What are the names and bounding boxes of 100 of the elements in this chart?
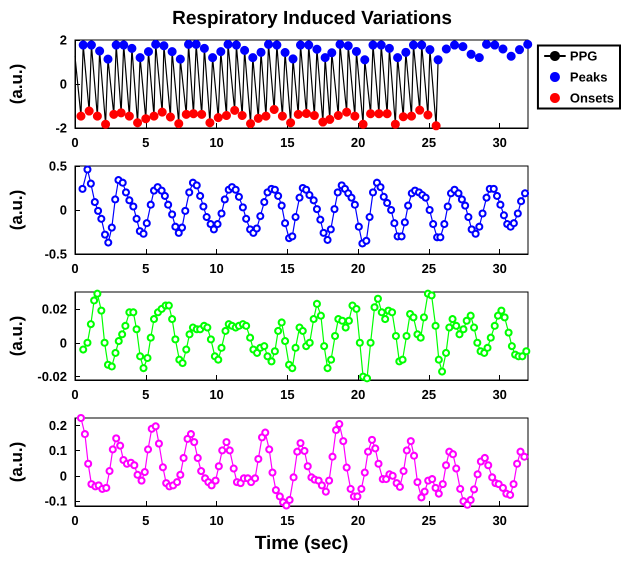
y-tick-label: -0.02: [37, 369, 67, 384]
point: [184, 40, 194, 49]
y-tick-label: 0.5: [48, 158, 67, 174]
point: [318, 118, 328, 127]
y-tick-label: -0.5: [44, 246, 67, 262]
point: [398, 112, 408, 122]
point: [294, 110, 303, 119]
point: [515, 45, 524, 54]
point: [286, 118, 296, 128]
point: [248, 53, 258, 62]
point: [327, 48, 336, 58]
x-tick-label: 10: [209, 135, 224, 150]
y-axis-title: (a.u.): [7, 64, 26, 104]
point: [166, 112, 175, 122]
x-tick-label: 0: [71, 261, 79, 276]
point: [280, 48, 290, 58]
point: [150, 112, 158, 121]
point: [407, 112, 416, 121]
x-tick-label: 25: [422, 513, 436, 528]
y-tick-label: 0: [60, 76, 67, 92]
point: [192, 40, 201, 49]
point: [103, 54, 112, 64]
point: [101, 120, 110, 129]
point: [490, 40, 500, 50]
point: [124, 112, 134, 121]
x-tick-label: 10: [209, 387, 224, 402]
point: [188, 109, 198, 118]
point: [92, 112, 102, 121]
point: [95, 46, 104, 56]
point: [78, 40, 88, 50]
point: [224, 40, 233, 49]
x-tick-label: 25: [422, 135, 436, 150]
point: [358, 120, 368, 129]
y-tick-label: 0: [60, 468, 67, 484]
x-tick-label: 5: [142, 513, 150, 528]
y-tick-label: -0.1: [44, 493, 67, 508]
point: [408, 40, 418, 50]
point: [256, 48, 266, 57]
point: [366, 109, 376, 118]
point: [116, 108, 126, 118]
point: [382, 109, 392, 118]
legend-label: PPG: [570, 48, 598, 64]
point: [384, 44, 394, 53]
point: [434, 55, 443, 64]
point: [288, 54, 298, 64]
x-tick-label: 15: [280, 513, 295, 528]
point: [141, 114, 150, 124]
point: [506, 52, 516, 61]
y-tick-label: 0.1: [48, 443, 67, 458]
point: [216, 47, 226, 56]
x-tick-label: 20: [350, 261, 366, 276]
x-tick-label: 25: [422, 387, 436, 402]
point: [350, 112, 360, 121]
point: [482, 40, 492, 49]
x-tick-label: 15: [280, 387, 295, 402]
legend-label: Peaks: [570, 70, 608, 84]
point: [344, 41, 353, 50]
point: [417, 40, 426, 50]
point: [360, 55, 370, 64]
y-tick-label: 0.2: [48, 418, 67, 434]
x-tick-label: 0: [71, 513, 79, 528]
x-axis-title: Time (sec): [254, 533, 348, 554]
point: [261, 112, 270, 121]
point: [159, 41, 168, 50]
point: [230, 106, 240, 115]
point: [86, 40, 96, 50]
point: [200, 44, 209, 53]
x-tick-label: 5: [142, 261, 150, 276]
y-tick-label: 2: [60, 32, 67, 48]
x-tick-label: 10: [209, 261, 224, 276]
y-axis-title: (a.u.): [7, 316, 26, 356]
point: [246, 119, 256, 128]
point: [197, 110, 206, 119]
point: [352, 46, 361, 56]
point: [423, 110, 432, 120]
point: [158, 108, 167, 117]
point: [254, 114, 263, 123]
point: [390, 120, 400, 129]
point: [270, 105, 279, 114]
point: [474, 53, 484, 62]
point: [374, 109, 384, 118]
point: [523, 40, 532, 49]
point: [205, 118, 214, 128]
point: [466, 50, 476, 59]
y-tick-label: 0: [60, 335, 67, 350]
point: [393, 53, 402, 62]
point: [278, 112, 287, 121]
x-tick-label: 20: [350, 513, 366, 528]
point: [425, 45, 434, 54]
point: [168, 47, 177, 56]
x-tick-label: 20: [350, 135, 366, 150]
x-tick-label: 30: [492, 135, 507, 150]
point: [238, 110, 247, 120]
x-tick-label: 25: [422, 261, 436, 276]
point: [232, 40, 241, 50]
legend-label: Onsets: [570, 90, 614, 106]
y-tick-label: -2: [55, 120, 67, 136]
point: [334, 110, 343, 120]
x-tick-label: 30: [492, 261, 507, 276]
point: [320, 53, 330, 62]
